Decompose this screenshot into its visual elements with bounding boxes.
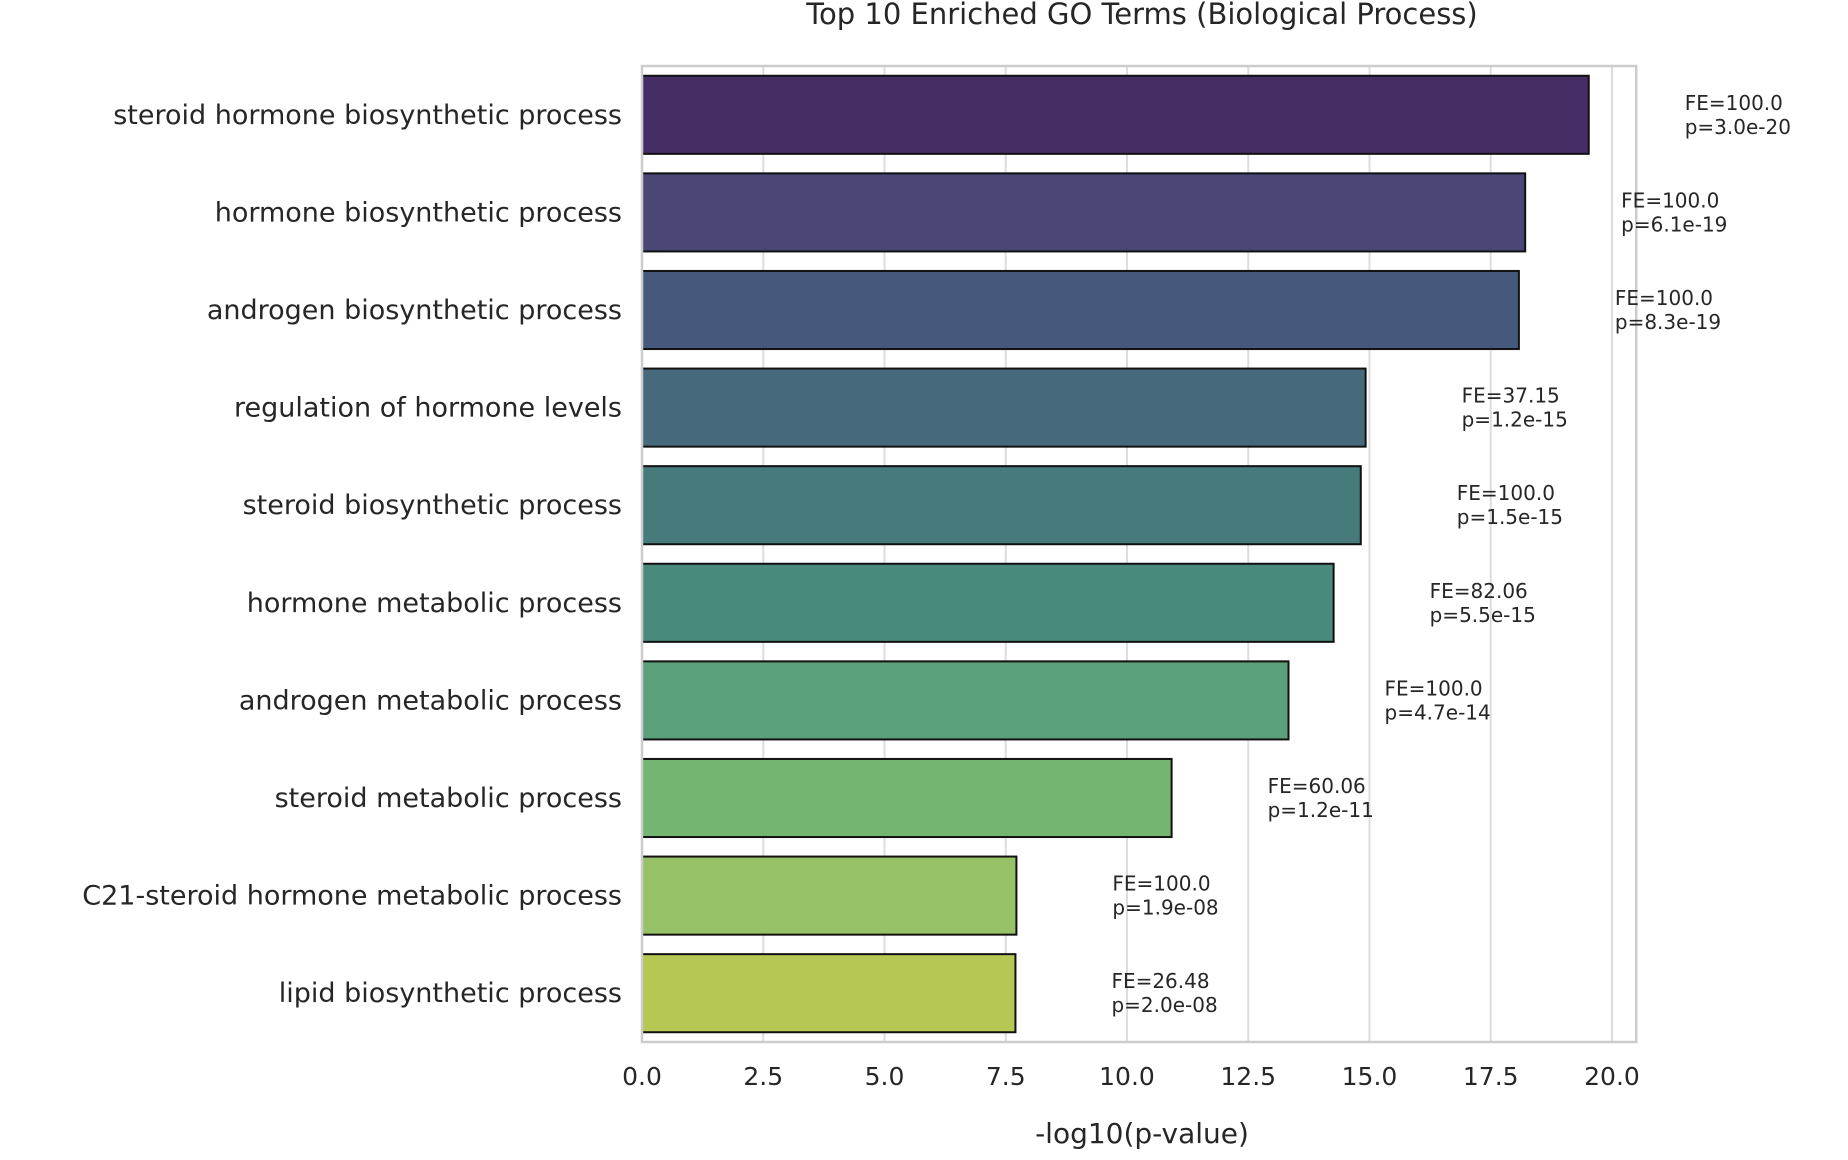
p-annotation: p=1.2e-15: [1462, 408, 1568, 432]
bar: [641, 367, 1367, 448]
x-axis-ticks: 0.0 2.5 5.0 7.5 10.0 12.5 15.0 17.5 20.0: [622, 1062, 1640, 1091]
bar: [641, 465, 1362, 546]
y-tick-label: regulation of hormone levels: [234, 393, 622, 424]
y-tick-label: androgen biosynthetic process: [207, 295, 622, 326]
x-tick-label: 5.0: [865, 1062, 905, 1091]
p-annotation: p=1.2e-11: [1268, 798, 1374, 822]
bar: [641, 172, 1527, 253]
fe-annotation: FE=100.0: [1385, 676, 1483, 700]
annotations: FE=100.0p=3.0e-20FE=100.0p=6.1e-19FE=100…: [1111, 91, 1791, 1017]
p-annotation: p=3.0e-20: [1685, 115, 1791, 139]
p-annotation: p=5.5e-15: [1430, 603, 1536, 627]
x-tick-label: 17.5: [1463, 1062, 1519, 1091]
fe-annotation: FE=100.0: [1112, 872, 1210, 896]
fe-annotation: FE=26.48: [1111, 969, 1209, 993]
y-tick-label: hormone metabolic process: [247, 588, 622, 619]
fe-annotation: FE=82.06: [1430, 579, 1528, 603]
y-tick-label: hormone biosynthetic process: [215, 197, 622, 228]
y-tick-label: C21-steroid hormone metabolic process: [82, 881, 622, 912]
bar: [641, 757, 1173, 839]
x-tick-label: 20.0: [1584, 1062, 1640, 1091]
fe-annotation: FE=100.0: [1615, 286, 1713, 310]
bar: [641, 855, 1018, 936]
x-tick-label: 12.5: [1220, 1062, 1276, 1091]
fe-annotation: FE=60.06: [1268, 774, 1366, 798]
y-tick-label: androgen metabolic process: [239, 685, 622, 716]
p-annotation: p=1.9e-08: [1112, 896, 1218, 920]
bar: [641, 269, 1520, 351]
y-tick-label: lipid biosynthetic process: [279, 978, 622, 1009]
bars: [641, 74, 1590, 1034]
y-axis-labels: steroid hormone biosynthetic process horm…: [82, 100, 622, 1009]
p-annotation: p=8.3e-19: [1615, 310, 1721, 334]
fe-annotation: FE=100.0: [1457, 481, 1555, 505]
bar: [641, 953, 1017, 1034]
fe-annotation: FE=100.0: [1621, 188, 1719, 212]
y-tick-label: steroid biosynthetic process: [243, 490, 622, 521]
x-tick-label: 10.0: [1099, 1062, 1155, 1091]
x-tick-label: 0.0: [622, 1062, 662, 1091]
p-annotation: p=2.0e-08: [1111, 993, 1217, 1017]
plot-frame: [640, 64, 1638, 1044]
x-tick-label: 7.5: [986, 1062, 1026, 1091]
p-annotation: p=6.1e-19: [1621, 212, 1727, 236]
x-tick-label: 2.5: [743, 1062, 783, 1091]
x-axis-label: -log10(p-value): [1035, 1117, 1249, 1150]
fe-annotation: FE=37.15: [1462, 384, 1560, 408]
bar: [641, 660, 1290, 741]
y-tick-label: steroid metabolic process: [275, 783, 622, 814]
y-tick-label: steroid hormone biosynthetic process: [113, 100, 622, 131]
bar: [641, 562, 1335, 643]
chart-title: Top 10 Enriched GO Terms (Biological Pro…: [805, 0, 1477, 31]
p-annotation: p=4.7e-14: [1385, 700, 1491, 724]
p-annotation: p=1.5e-15: [1457, 505, 1563, 529]
fe-annotation: FE=100.0: [1685, 91, 1783, 115]
bar: [641, 74, 1590, 155]
x-tick-label: 15.0: [1342, 1062, 1398, 1091]
